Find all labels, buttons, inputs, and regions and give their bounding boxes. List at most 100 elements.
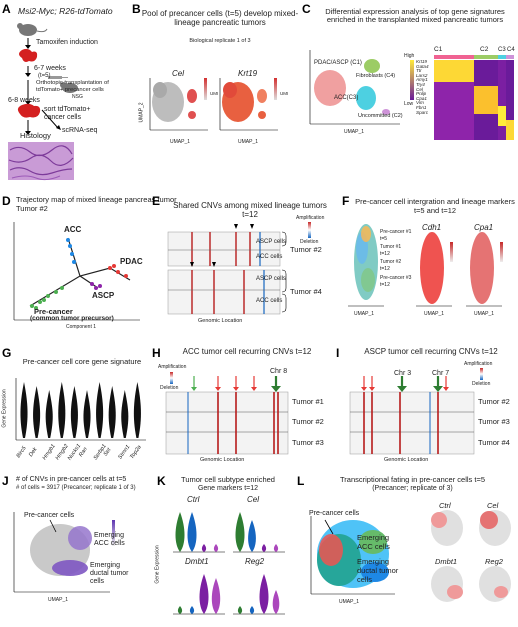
fating-umap-dmbt1	[431, 566, 463, 602]
i-chr7: Chr 7	[432, 370, 450, 377]
k-violin	[175, 512, 185, 552]
f-leg-t12c: t=12	[380, 282, 390, 288]
panel-f-label: F	[342, 194, 350, 208]
l-acc-2: ACC cells	[357, 542, 390, 551]
panel-b-subtitle: Biological replicate 1 of 3	[189, 38, 251, 44]
panel-a-label: A	[2, 2, 11, 16]
panel-d-subtitle: Tumor #2	[16, 204, 48, 213]
f-xlabel-2: UMAP_1	[424, 311, 445, 317]
k-violin	[249, 606, 255, 614]
f-leg-t5: t=5	[380, 236, 388, 242]
panel-b: B Pool of precancer cells (t=5) develop …	[130, 0, 300, 185]
e-acc-label: ACC cells	[256, 254, 283, 260]
violin-hmgb1	[45, 390, 53, 438]
k-violin	[211, 578, 221, 614]
b-ylabel: UMAP_2	[138, 102, 145, 123]
k-gene-cel: Cel	[247, 495, 260, 504]
integration-umaps	[348, 224, 503, 307]
e-xlabel: Genomic Location	[198, 318, 243, 324]
histology-image	[8, 142, 74, 181]
g-ylabel: Gene Expression	[1, 389, 8, 428]
violin-dek	[33, 386, 41, 438]
l-gene-cel: Cel	[487, 501, 499, 510]
h-tumor2: Tumor #2	[292, 417, 324, 426]
cnv-heatmap-h	[165, 372, 289, 455]
gene-cpa1: Cpa1	[474, 223, 494, 232]
legend-high: High	[404, 53, 415, 59]
k-gene-dmbt1: Dmbt1	[185, 557, 209, 566]
h-tumor3: Tumor #3	[292, 438, 324, 447]
mouse-icon-2	[60, 82, 78, 93]
gene-krt19: Krt19	[238, 69, 258, 78]
panel-l-label: L	[297, 474, 305, 488]
panel-h: H ACC tumor cell recurring CNVs t=12 Amp…	[150, 340, 334, 470]
k-violin	[187, 512, 197, 552]
l-duct-2: ductal tumor	[357, 566, 399, 575]
k-violin	[213, 544, 219, 552]
tumor-tissue-icon-2	[17, 103, 41, 118]
e-ascp-label: ASCP cells	[256, 239, 286, 245]
panel-l-subtitle: (Precancer; replicate of 3)	[372, 485, 453, 492]
i-tumor2: Tumor #2	[478, 397, 510, 406]
panel-a-diagram	[8, 23, 78, 181]
cluster-c2-label: Uncommitted (C2)	[358, 113, 403, 119]
panel-k-label: K	[157, 474, 166, 488]
step-histology: Histology	[20, 131, 51, 140]
tumor-tissue-icon	[19, 48, 38, 62]
e-acc-label-2: ACC cells	[256, 298, 283, 304]
gene-row: Vim	[416, 100, 424, 106]
cnv-heatmap-i	[349, 368, 483, 455]
panel-j-title: # of CNVs in pre-cancer cells at t=5	[16, 476, 127, 483]
k-gene-reg2: Reg2	[245, 557, 265, 566]
step-weeks-2: 6-8 weeks	[8, 97, 40, 104]
l-acc-1: Emerging	[357, 533, 390, 542]
traj-precursor: (common tumor precursor)	[30, 315, 114, 322]
umap-clusters-and-heatmap	[309, 50, 514, 140]
i-chr3: Chr 3	[394, 370, 412, 377]
panel-e-label: E	[152, 194, 161, 208]
panel-i: I ASCP tumor cell recurring CNVs t=12 Ch…	[334, 340, 518, 470]
i-tumor3: Tumor #3	[478, 417, 510, 426]
panel-b-title: Pool of precancer cells (t=5) develop mi…	[141, 9, 299, 27]
gene-row: Gata4	[416, 63, 429, 69]
violin-plot-g	[15, 378, 146, 441]
nsg-label: NSG	[72, 94, 83, 100]
f-leg-pre1: Pre-cancer #1	[380, 229, 412, 235]
l-duct-1: Emerging	[357, 557, 390, 566]
k-violin	[237, 606, 243, 614]
violin-nucks1	[70, 386, 78, 438]
f-leg-t12a: t=12	[380, 251, 390, 257]
cluster-umap	[309, 50, 400, 125]
cluster-c4-label: Fibroblasts (C4)	[356, 73, 396, 79]
e-ascp-label-2: ASCP cells	[256, 276, 286, 282]
j-acc-1: Emerging	[94, 532, 124, 539]
panel-l: L Transcriptional fating in pre-cancer c…	[295, 472, 518, 627]
panel-g-label: G	[2, 346, 12, 360]
j-duct-2: ductal tumor	[90, 570, 129, 577]
f-leg-t2: Tumor #2	[380, 259, 402, 265]
violin-birc5	[20, 382, 28, 438]
l-precancer: Pre-cancer cells	[309, 510, 360, 517]
h-tumor1: Tumor #1	[292, 397, 324, 406]
umi-label-2: UMI	[280, 91, 289, 96]
h-amp: Amplification	[158, 364, 187, 370]
h-xlabel: Genomic Location	[200, 457, 245, 463]
umap-cpa1	[470, 232, 503, 304]
gene-row: Ttr	[416, 68, 422, 74]
k-violin	[235, 512, 245, 552]
violin-top2a	[133, 382, 141, 438]
legend-low: Low	[404, 101, 414, 107]
k-violin	[261, 544, 267, 552]
k-violin	[201, 544, 207, 552]
cnv-arrows	[361, 376, 449, 392]
traj-precancer: Pre-cancer	[34, 307, 73, 316]
i-xlabel: Genomic Location	[384, 457, 429, 463]
panel-g: G Pre-cancer cell core gene signature Bi…	[0, 340, 150, 470]
panel-h-label: H	[152, 346, 161, 360]
panel-a: A Msi2-Myc; R26-tdTomato	[0, 0, 130, 185]
cluster-c1-label: PDAC/ASCP (C1)	[314, 60, 362, 66]
expression-heatmap	[410, 55, 514, 140]
panel-l-title: Transcriptional fating in pre-cancer cel…	[340, 475, 485, 484]
panel-k-title: Tumor cell subtype enriched	[181, 475, 275, 484]
f-xlabel-3: UMAP_1	[474, 311, 495, 317]
